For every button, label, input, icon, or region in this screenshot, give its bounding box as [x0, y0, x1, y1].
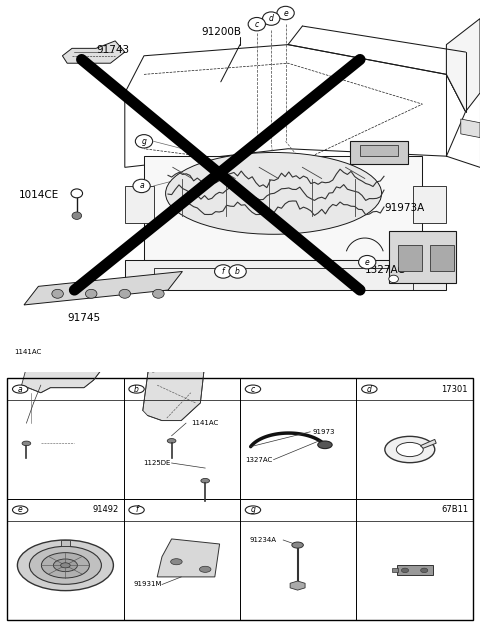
- Text: c: c: [251, 384, 255, 394]
- Polygon shape: [125, 260, 446, 290]
- Text: b: b: [235, 267, 240, 276]
- Polygon shape: [389, 231, 456, 282]
- Circle shape: [389, 275, 398, 282]
- Text: 67B11: 67B11: [441, 506, 468, 514]
- Ellipse shape: [166, 152, 382, 234]
- Circle shape: [52, 289, 63, 298]
- Text: 91743: 91743: [96, 45, 129, 55]
- Ellipse shape: [401, 568, 408, 572]
- Circle shape: [29, 546, 101, 584]
- Text: 91931M: 91931M: [133, 581, 162, 587]
- Text: 1125DE: 1125DE: [143, 460, 170, 466]
- Circle shape: [17, 540, 113, 591]
- Circle shape: [245, 506, 261, 514]
- Circle shape: [72, 212, 82, 219]
- Text: 91973: 91973: [312, 429, 335, 435]
- Bar: [60, 540, 70, 546]
- Polygon shape: [62, 41, 125, 63]
- Text: 1327AC: 1327AC: [365, 264, 406, 274]
- Circle shape: [135, 134, 153, 148]
- Polygon shape: [157, 539, 220, 577]
- Circle shape: [85, 289, 97, 298]
- Text: 1014CE: 1014CE: [19, 190, 60, 200]
- Circle shape: [60, 562, 70, 568]
- Polygon shape: [143, 334, 205, 421]
- Text: b: b: [134, 384, 139, 394]
- Circle shape: [12, 385, 28, 393]
- Circle shape: [362, 385, 377, 393]
- Text: 1141AC: 1141AC: [14, 349, 42, 355]
- Polygon shape: [24, 271, 182, 305]
- Circle shape: [171, 559, 182, 565]
- Circle shape: [318, 441, 332, 449]
- Text: e: e: [18, 506, 23, 514]
- Text: f: f: [222, 267, 225, 276]
- Text: d: d: [269, 14, 274, 23]
- Text: 1141AC: 1141AC: [191, 420, 218, 426]
- Circle shape: [245, 385, 261, 393]
- Circle shape: [215, 265, 232, 278]
- Polygon shape: [360, 145, 398, 156]
- Circle shape: [71, 189, 83, 198]
- Text: 17301: 17301: [442, 384, 468, 394]
- Text: e: e: [283, 9, 288, 18]
- Text: g: g: [251, 506, 255, 514]
- Text: 91745: 91745: [67, 313, 100, 323]
- Circle shape: [129, 385, 144, 393]
- Polygon shape: [446, 19, 480, 111]
- Polygon shape: [144, 156, 422, 260]
- Text: 91973A: 91973A: [384, 203, 424, 213]
- Circle shape: [292, 542, 303, 548]
- Polygon shape: [413, 186, 446, 223]
- Circle shape: [385, 436, 435, 462]
- Circle shape: [396, 442, 423, 457]
- Circle shape: [12, 506, 28, 514]
- Circle shape: [22, 441, 31, 446]
- Circle shape: [263, 12, 280, 25]
- Text: 91234A: 91234A: [250, 537, 276, 543]
- Text: f: f: [135, 506, 138, 514]
- Circle shape: [153, 289, 164, 298]
- Polygon shape: [461, 119, 480, 138]
- Circle shape: [53, 559, 77, 572]
- Text: d: d: [367, 384, 372, 394]
- Circle shape: [201, 479, 209, 483]
- Polygon shape: [350, 141, 408, 164]
- Text: c: c: [255, 19, 259, 29]
- Text: 1327AC: 1327AC: [245, 457, 272, 462]
- Circle shape: [359, 256, 376, 269]
- Circle shape: [129, 506, 144, 514]
- Text: e: e: [365, 258, 370, 267]
- Text: 91200B: 91200B: [202, 27, 241, 37]
- Text: a: a: [18, 384, 23, 394]
- Circle shape: [119, 289, 131, 298]
- Circle shape: [200, 566, 211, 572]
- Bar: [398, 246, 422, 271]
- Bar: [392, 568, 397, 572]
- Text: 91492: 91492: [93, 506, 119, 514]
- Text: g: g: [142, 137, 146, 146]
- Polygon shape: [290, 581, 305, 590]
- Polygon shape: [22, 342, 103, 392]
- Circle shape: [248, 18, 265, 31]
- Bar: [430, 246, 454, 271]
- Circle shape: [41, 552, 89, 578]
- Circle shape: [277, 6, 294, 20]
- Circle shape: [229, 265, 246, 278]
- Circle shape: [168, 439, 176, 443]
- Circle shape: [133, 179, 150, 192]
- Polygon shape: [125, 186, 154, 223]
- Text: a: a: [139, 181, 144, 191]
- Ellipse shape: [420, 568, 428, 572]
- Bar: [396, 566, 432, 576]
- Polygon shape: [420, 439, 436, 448]
